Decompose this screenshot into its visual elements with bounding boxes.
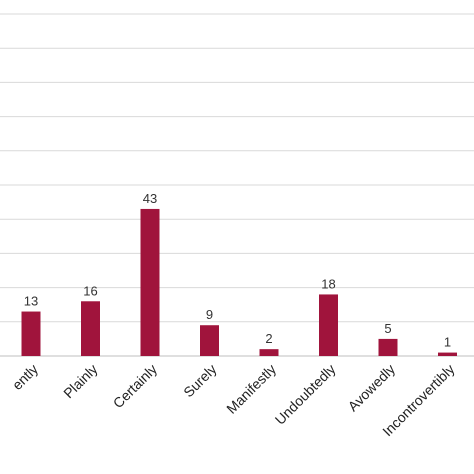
bar-value-label: 18 [321,276,335,291]
category-tick-labels: ently Plainly Certainly Surely ManifestlyUnd… [9,361,458,439]
bar-value-label: 16 [83,283,97,298]
category-tick-label: Avowedly [345,361,399,415]
gridlines [0,13,474,357]
bar [378,338,398,356]
bar-value-label: 1 [444,335,451,350]
category-tick-label: Manifestly [223,361,279,417]
value-labels: 13 16 43 9 2 18 5 1 [24,191,451,350]
bar [259,349,279,356]
bar [81,301,100,356]
bar-value-label: 43 [143,191,157,206]
bar-value-label: 5 [384,321,391,336]
bar-value-label: 9 [206,307,213,322]
bar [438,352,457,356]
bar [200,325,219,356]
bar-value-label: 13 [24,294,38,309]
bar [140,208,160,356]
category-tick-label: Surely [180,361,219,400]
bars [21,208,457,356]
category-tick-label: Plainly [60,361,100,401]
category-tick-label: Certainly [110,361,160,411]
bar [21,311,41,356]
category-tick-label: ently [9,361,41,393]
bar [319,294,338,356]
category-tick-label: Undoubtedly [272,361,339,428]
bar-value-label: 2 [265,331,272,346]
